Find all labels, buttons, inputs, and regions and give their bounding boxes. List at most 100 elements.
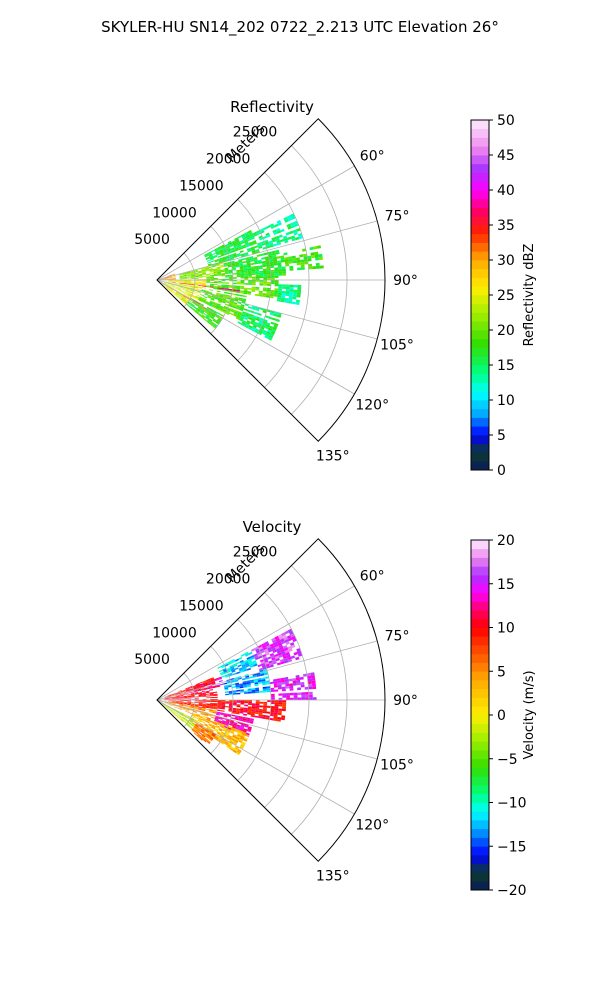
- echo-bin: [217, 704, 222, 706]
- echo-bin: [187, 302, 191, 306]
- echo-bin: [202, 274, 207, 276]
- echo-bin: [179, 294, 183, 297]
- colorbar-segment: [471, 793, 489, 803]
- echo-bin: [262, 235, 267, 240]
- echo-bin: [232, 702, 237, 705]
- echo-bin: [212, 319, 217, 323]
- echo-bin: [266, 665, 271, 669]
- echo-bin: [223, 308, 227, 311]
- echo-bin: [266, 264, 271, 267]
- echo-bin: [231, 248, 235, 252]
- echo-bin: [217, 273, 222, 275]
- echo-bin: [319, 265, 324, 269]
- echo-bin: [217, 247, 222, 250]
- echo-bin: [168, 281, 173, 283]
- echo-bin: [175, 712, 180, 715]
- echo-bin: [238, 258, 243, 262]
- echo-bin: [187, 700, 192, 702]
- echo-bin: [243, 713, 248, 716]
- echo-bin: [293, 220, 298, 225]
- colorbar-tick-label: 25: [497, 288, 515, 304]
- echo-bin: [231, 668, 235, 672]
- echo-bin: [232, 690, 237, 693]
- echo-bin: [251, 691, 256, 694]
- echo-bin: [169, 708, 173, 712]
- echo-bin: [171, 711, 175, 715]
- echo-bin: [242, 718, 247, 721]
- echo-bin: [208, 738, 213, 742]
- echo-bin: [268, 649, 273, 653]
- echo-bin: [185, 718, 189, 722]
- range-tick-label: 25000: [233, 125, 278, 141]
- echo-bin: [210, 277, 214, 279]
- colorbar-segment: [471, 575, 489, 585]
- echo-bin: [194, 284, 199, 286]
- echo-bin: [231, 308, 235, 312]
- echo-bin: [228, 286, 233, 288]
- colorbar-segment: [471, 750, 489, 760]
- echo-bin: [255, 267, 259, 270]
- echo-bin: [169, 708, 173, 711]
- echo-bin: [235, 751, 240, 756]
- echo-bin: [208, 311, 213, 315]
- echo-bin: [287, 628, 293, 633]
- echo-bin: [213, 705, 218, 707]
- echo-bin: [258, 716, 263, 719]
- echo-bin: [227, 670, 232, 673]
- echo-bin: [251, 273, 256, 275]
- echo-bin: [177, 288, 182, 291]
- echo-bin: [278, 636, 284, 640]
- echo-bin: [279, 646, 284, 651]
- echo-bin: [178, 707, 183, 710]
- echo-bin: [172, 280, 176, 281]
- echo-bin: [164, 695, 168, 698]
- echo-bin: [227, 728, 231, 732]
- echo-bin: [270, 708, 275, 711]
- echo-bin: [270, 702, 275, 705]
- echo-bin: [209, 693, 214, 695]
- echo-bin: [233, 722, 238, 725]
- echo-bin: [198, 276, 203, 278]
- echo-bin: [187, 698, 192, 699]
- echo-bin: [300, 259, 305, 263]
- echo-bin: [213, 302, 217, 306]
- echo-bin: [264, 256, 269, 259]
- echo-bin: [206, 320, 211, 324]
- echo-bin: [270, 289, 275, 293]
- echo-bin: [280, 259, 285, 263]
- echo-bin: [265, 715, 270, 718]
- echo-bin: [297, 287, 302, 291]
- echo-bin: [182, 273, 187, 275]
- echo-bin: [183, 274, 187, 276]
- echo-bin: [260, 650, 265, 654]
- echo-bin: [185, 299, 189, 302]
- echo-bin: [172, 710, 177, 713]
- echo-bin: [183, 301, 187, 305]
- colorbar-segment: [471, 198, 489, 208]
- echo-bin: [231, 250, 236, 253]
- echo-bin: [275, 228, 281, 232]
- colorbar-segment: [471, 190, 489, 200]
- echo-bin: [186, 723, 190, 727]
- echo-bin: [286, 697, 290, 700]
- echo-bin: [178, 706, 183, 708]
- echo-bin: [232, 749, 237, 754]
- echo-bin: [246, 680, 251, 683]
- echo-bin: [193, 726, 197, 730]
- echo-bin: [178, 294, 183, 298]
- echo-bin: [235, 264, 240, 267]
- echo-bin: [221, 739, 226, 743]
- echo-bin: [228, 706, 233, 708]
- echo-bin: [312, 266, 317, 270]
- echo-bin: [190, 274, 195, 276]
- echo-bin: [191, 295, 196, 298]
- echo-bin: [243, 308, 248, 311]
- echo-bin: [293, 289, 298, 293]
- echo-bin: [293, 291, 298, 295]
- echo-bin: [201, 287, 206, 289]
- echo-bin: [246, 260, 251, 263]
- echo-bin: [228, 705, 233, 707]
- echo-bin: [168, 702, 172, 704]
- echo-bin: [175, 703, 180, 705]
- echo-bin: [175, 282, 180, 283]
